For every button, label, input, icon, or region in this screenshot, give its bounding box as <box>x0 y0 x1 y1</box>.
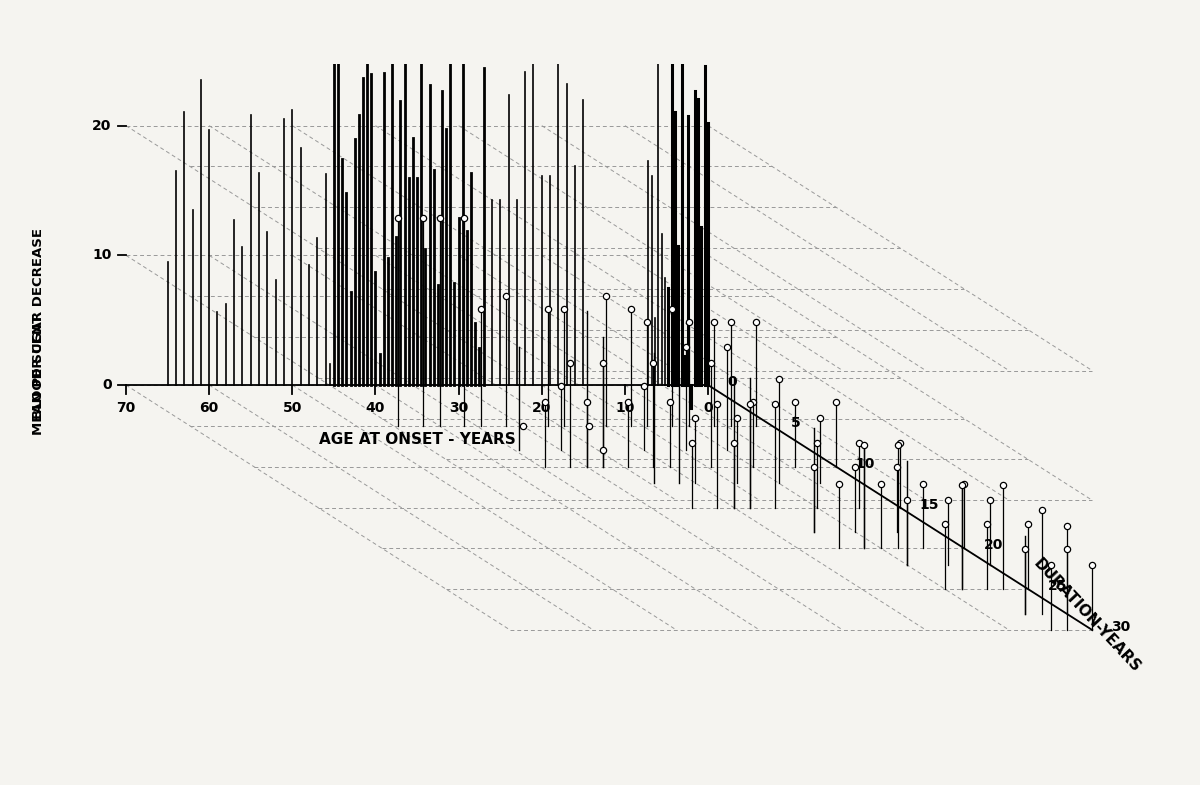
Text: 60: 60 <box>199 401 218 415</box>
Text: AGE AT ONSET - YEARS: AGE AT ONSET - YEARS <box>319 432 516 447</box>
Text: 5: 5 <box>791 416 802 430</box>
Text: 0: 0 <box>102 378 112 392</box>
Text: 0: 0 <box>703 401 713 415</box>
Text: 10: 10 <box>616 401 635 415</box>
Text: 40: 40 <box>366 401 385 415</box>
Text: 0: 0 <box>727 375 737 389</box>
Text: 20: 20 <box>984 539 1003 553</box>
Text: 20: 20 <box>532 401 552 415</box>
Text: MEAN PER CENT: MEAN PER CENT <box>32 314 44 435</box>
Text: 50: 50 <box>283 401 302 415</box>
Text: 10: 10 <box>856 457 875 471</box>
Text: 20: 20 <box>92 119 112 133</box>
Text: 30: 30 <box>449 401 468 415</box>
Text: 25: 25 <box>1048 579 1067 593</box>
Text: 30: 30 <box>92 0 112 3</box>
Text: 10: 10 <box>92 248 112 262</box>
Text: 15: 15 <box>919 498 938 512</box>
Text: DURATION-YEARS: DURATION-YEARS <box>1031 556 1144 675</box>
Text: 30: 30 <box>1111 620 1130 634</box>
Text: BLOOD SUGAR DECREASE: BLOOD SUGAR DECREASE <box>32 228 44 419</box>
Text: 70: 70 <box>116 401 136 415</box>
